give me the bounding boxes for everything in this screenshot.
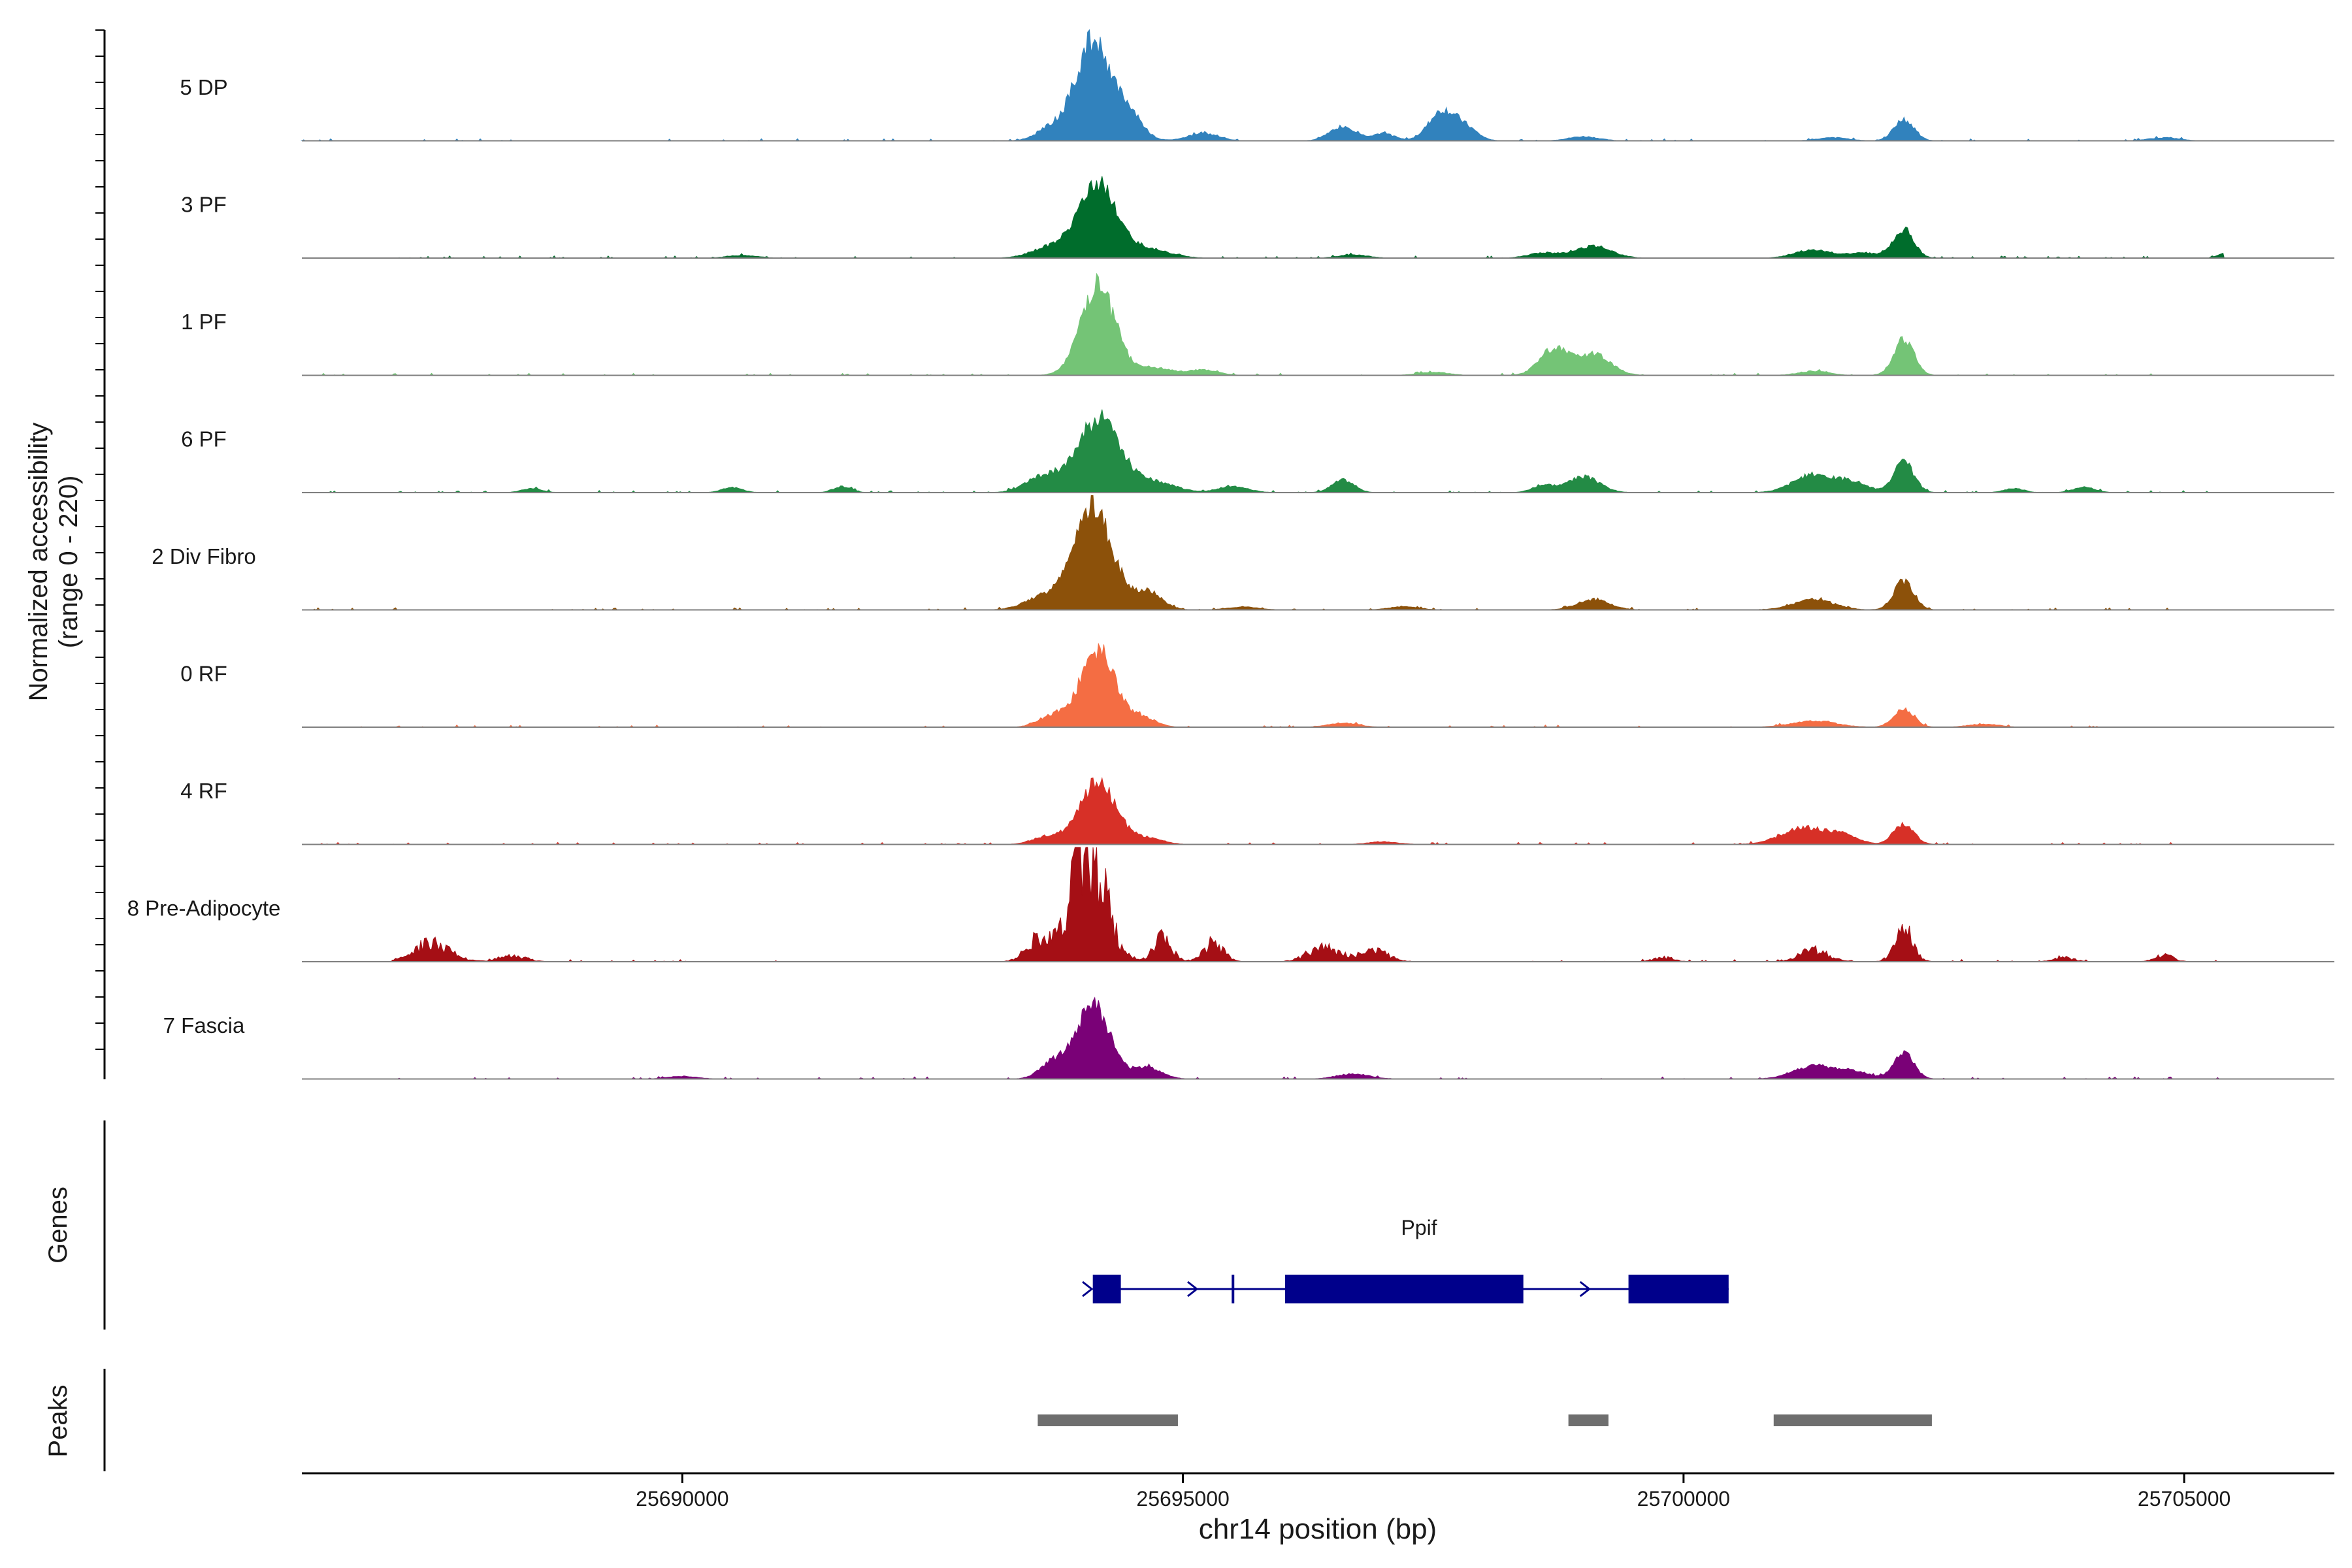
peak-region-bar (1773, 1414, 1932, 1426)
peaks-panel: Peaks (44, 1369, 1932, 1471)
x-axis-tick-label: 25705000 (2138, 1487, 2230, 1511)
peak-region-bar (1568, 1414, 1609, 1426)
coverage-tracks: 5 DP 3 PF 1 PF 6 PF 2 Div Fibro 0 RF 4 RF 8 Pre… (127, 29, 2334, 1080)
peak-region-bar (1037, 1414, 1178, 1426)
track-label: 0 RF (180, 662, 227, 686)
track-4-rf: 4 RF (180, 777, 2334, 845)
track-label: 8 Pre-Adipocyte (127, 896, 281, 921)
genes-panel: Genes Ppif (44, 1120, 1729, 1330)
coverage-track-axis (95, 29, 106, 1079)
track-label: 6 PF (181, 427, 227, 451)
peaks-axis-label: Peaks (44, 1384, 73, 1457)
track-label: 7 Fascia (163, 1013, 245, 1037)
x-axis-title: chr14 position (bp) (1199, 1513, 1437, 1545)
track-label: 3 PF (181, 193, 227, 217)
track-label: 2 Div Fibro (152, 544, 256, 568)
y-axis-title-line1: Normalized accessibility (24, 423, 53, 702)
track-6-pf: 6 PF (181, 409, 2334, 493)
gene-exon (1628, 1275, 1729, 1303)
x-axis-ticks: 25690000 25695000 25700000 25705000 (636, 1473, 2230, 1511)
track-7-fascia: 7 Fascia (163, 996, 2334, 1080)
peak-regions (1037, 1414, 1932, 1426)
track-2-div-fibro: 2 Div Fibro (152, 495, 2334, 611)
track-5-dp: 5 DP (180, 29, 2334, 142)
track-1-pf: 1 PF (181, 272, 2334, 376)
gene-exon (1092, 1275, 1121, 1303)
track-0-rf: 0 RF (180, 642, 2334, 728)
track-label: 5 DP (180, 75, 227, 99)
x-axis-tick-label: 25690000 (636, 1487, 728, 1511)
track-label: 1 PF (181, 310, 227, 334)
track-8-pre-adipocyte: 8 Pre-Adipocyte (127, 847, 2334, 962)
track-3-pf: 3 PF (181, 176, 2334, 259)
gene-name-label: Ppif (1401, 1216, 1437, 1239)
x-axis-tick-label: 25695000 (1136, 1487, 1229, 1511)
genes-axis-label: Genes (44, 1186, 73, 1264)
gene-strand-arrow (1187, 1281, 1199, 1298)
gene-strand-arrow (1579, 1281, 1592, 1298)
x-axis-tick-label: 25700000 (1637, 1487, 1730, 1511)
y-axis-title-line2: (range 0 - 220) (54, 476, 83, 649)
x-axis: 25690000 25695000 25700000 25705000 chr14 p… (302, 1472, 2334, 1545)
track-label: 4 RF (180, 779, 227, 803)
gene-strand-arrow (1082, 1281, 1094, 1298)
gene-exon (1284, 1275, 1524, 1303)
gene-model (1082, 1275, 1729, 1303)
